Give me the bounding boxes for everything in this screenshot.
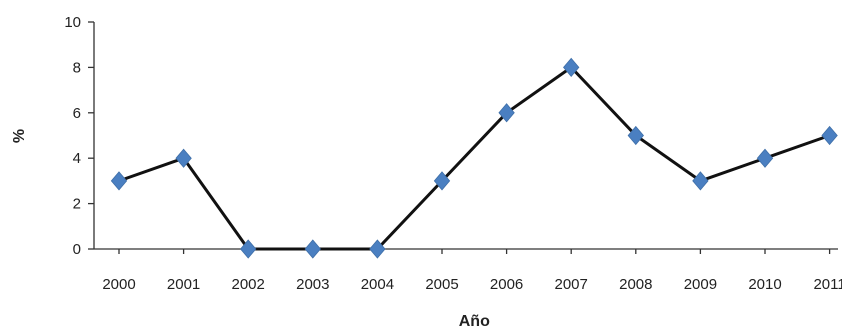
data-point-2004 — [369, 239, 386, 259]
data-point-2011 — [821, 125, 838, 146]
data-point-2007 — [563, 57, 580, 78]
x-tick-label: 2001 — [167, 276, 200, 293]
x-tick-label: 2004 — [361, 276, 394, 293]
series-line — [118, 65, 831, 251]
data-point-2003 — [304, 239, 321, 259]
y-tick-label: 4 — [73, 150, 81, 167]
x-tick-label: 2000 — [102, 276, 135, 293]
x-tick-label: 2005 — [425, 276, 458, 293]
data-point-2002 — [240, 239, 257, 259]
data-point-2010 — [756, 148, 774, 168]
x-axis-title: Año — [459, 313, 490, 330]
x-tick-label: 2003 — [296, 276, 329, 293]
x-tick-label: 2011 — [813, 276, 842, 293]
y-tick-label: 8 — [73, 59, 81, 76]
series — [110, 57, 838, 259]
x-tick-label: 2002 — [232, 276, 265, 293]
y-tick-label: 10 — [64, 14, 81, 31]
y-tick-label: 2 — [73, 196, 81, 213]
data-point-2008 — [627, 125, 644, 146]
x-tick-label: 2010 — [748, 276, 781, 293]
y-tick-label: 0 — [73, 241, 81, 258]
data-point-2006 — [498, 103, 515, 123]
x-tick-label: 2007 — [555, 276, 588, 293]
x-tick-label: 2008 — [619, 276, 652, 293]
data-point-2009 — [692, 171, 709, 191]
data-point-2001 — [175, 148, 192, 168]
data-point-2005 — [433, 171, 451, 191]
data-point-2000 — [110, 171, 128, 191]
y-tick-label: 6 — [73, 105, 81, 122]
x-tick-label: 2006 — [490, 276, 523, 293]
y-axis: 0 2 4 6 8 10 — [64, 14, 95, 258]
x-tick-label: 2009 — [684, 276, 717, 293]
y-axis-title: % — [11, 129, 28, 143]
x-axis: 2000 2001 2002 2003 2004 2005 2006 2007 2008 2009… — [94, 248, 842, 293]
